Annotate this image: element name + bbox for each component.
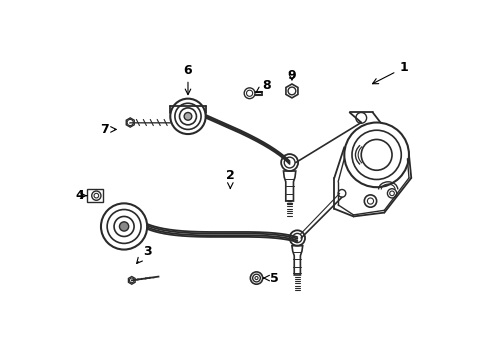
Text: 2: 2 — [226, 169, 235, 188]
Text: 4: 4 — [75, 189, 87, 202]
Circle shape — [184, 112, 192, 120]
Circle shape — [120, 222, 129, 231]
Text: 9: 9 — [288, 69, 296, 82]
Text: 3: 3 — [137, 244, 151, 264]
Text: 1: 1 — [372, 61, 408, 84]
Text: 6: 6 — [184, 64, 192, 95]
Text: 5: 5 — [264, 271, 279, 284]
Text: 7: 7 — [100, 123, 116, 136]
Text: 8: 8 — [256, 79, 271, 93]
